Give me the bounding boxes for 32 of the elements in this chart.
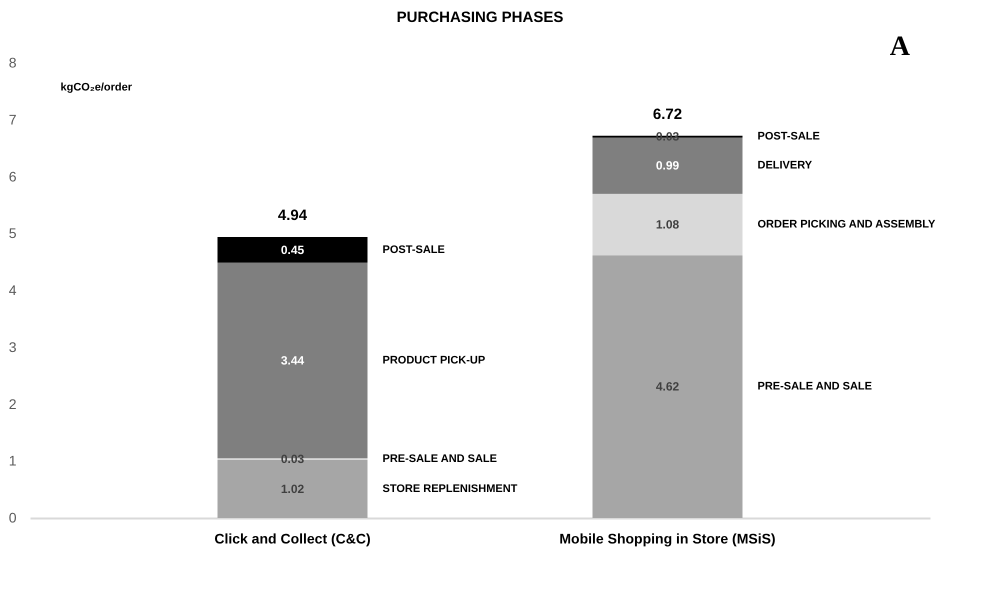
series-label: DELIVERY: [758, 160, 813, 172]
data-label: 0.03: [280, 452, 304, 466]
data-label: 1.02: [280, 482, 304, 496]
data-label: 1.08: [656, 218, 680, 232]
y-tick-label: 6: [8, 168, 17, 184]
y-tick-label: 1: [8, 452, 17, 469]
data-label: 0.45: [280, 242, 304, 257]
data-label: 0.03: [656, 130, 680, 144]
y-tick-label: 4: [8, 282, 17, 298]
y-tick-label: 0: [8, 510, 17, 526]
x-tick-label: Click and Collect (C&C): [214, 530, 371, 546]
y-tick-label: 3: [8, 338, 17, 355]
series-label: PRE-SALE AND SALE: [758, 380, 872, 393]
series-label: ORDER PICKING AND ASSEMBLY: [758, 218, 936, 231]
total-label: 4.94: [278, 207, 308, 224]
x-tick-label: Mobile Shopping in Store (MSiS): [559, 530, 776, 546]
chart-title: PURCHASING PHASES: [396, 9, 564, 26]
y-axis-title: kgCO₂e/order: [60, 82, 133, 94]
series-label: PRODUCT PICK-UP: [382, 354, 486, 366]
series-label: PRE-SALE AND SALE: [382, 453, 497, 466]
y-tick-label: 2: [8, 396, 17, 412]
y-tick-label: 5: [8, 225, 17, 242]
text: A: [890, 31, 911, 62]
y-tick-label: 7: [8, 111, 17, 128]
series-label: POST-SALE: [758, 130, 820, 143]
data-label: 4.62: [656, 380, 680, 394]
series-label: STORE REPLENISHMENT: [382, 482, 518, 495]
series-label: POST-SALE: [382, 244, 445, 256]
data-label: 3.44: [280, 353, 304, 368]
data-label: 0.99: [656, 158, 680, 173]
total-label: 6.72: [652, 106, 682, 123]
y-tick-label: 8: [8, 54, 17, 70]
